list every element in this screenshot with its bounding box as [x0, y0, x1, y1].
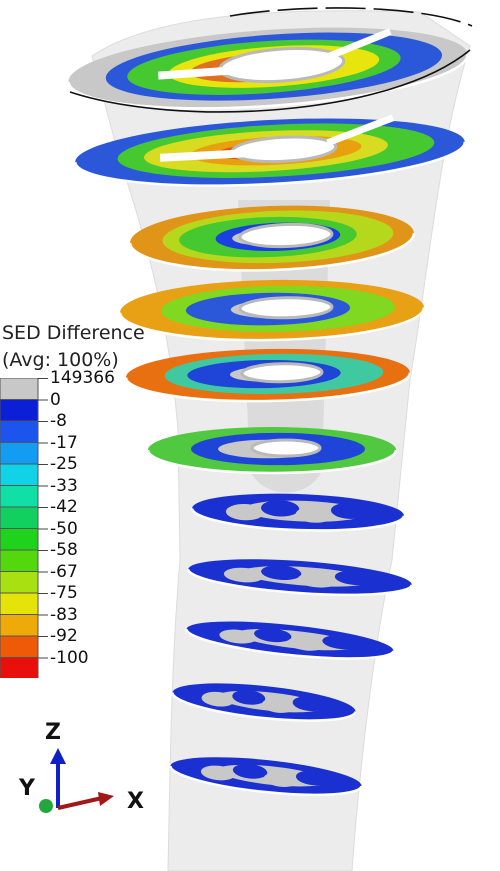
slice-rim: [74, 141, 466, 187]
legend-swatch: [0, 442, 39, 465]
keel-slot: [326, 114, 395, 147]
legend-swatch: [0, 399, 39, 422]
legend-value: 0: [50, 389, 61, 410]
tray-outline: [229, 7, 473, 27]
stem-cut: [240, 362, 324, 384]
contour-patch: [201, 691, 235, 707]
legend-subtitle: (Avg: 100%): [2, 349, 119, 371]
slice-rim: [171, 692, 357, 722]
keel-slot: [159, 149, 251, 162]
legend-swatch: [0, 592, 39, 615]
stem-cut: [238, 222, 334, 249]
legend-swatch: [0, 549, 39, 572]
slice-rim: [146, 449, 398, 475]
contour-patch: [334, 570, 376, 586]
contour-patch: [295, 770, 331, 786]
legend-value: -8: [50, 411, 67, 431]
legend-value: -75: [50, 583, 78, 603]
axis-x-label: X: [127, 789, 144, 814]
legend-swatch: [0, 506, 39, 529]
axis-y-label: Y: [19, 776, 35, 801]
legend-value: -67: [50, 561, 78, 582]
stem-cut: [250, 438, 322, 458]
legend-swatch: [0, 463, 39, 486]
legend-swatch: [0, 420, 39, 443]
slice-9: [185, 621, 395, 660]
slice-rim: [190, 508, 406, 532]
axis-x-arrowhead: [98, 792, 114, 806]
contour-patch: [232, 763, 268, 779]
contour-patch: [295, 506, 334, 523]
legend-swatch: [0, 571, 39, 594]
legend-swatch: [0, 485, 39, 508]
contour-patch: [263, 772, 299, 787]
contour-patch: [232, 690, 266, 705]
slice-10: [171, 683, 357, 722]
legend-value: -83: [50, 604, 78, 625]
contour-patch: [225, 504, 265, 521]
legend-swatch: [0, 528, 39, 551]
legend-title: SED Difference: [2, 322, 145, 344]
legend-colorbar: [0, 378, 48, 678]
contour-patch: [200, 765, 236, 781]
legend-value: -92: [50, 626, 78, 646]
triad-arrows: [39, 748, 114, 813]
contour-patch: [322, 635, 360, 650]
legend-value: -42: [50, 497, 78, 517]
legend-value: 149366: [50, 368, 115, 388]
legend-value: -25: [50, 454, 78, 474]
stem-cut: [238, 296, 334, 320]
slice-rim: [118, 307, 426, 342]
legend-value: -33: [50, 475, 78, 496]
contour-patch: [261, 500, 300, 517]
legend-value: -58: [50, 540, 78, 560]
contour-patch: [219, 629, 257, 644]
slice-4: [118, 279, 426, 342]
slice-rim: [169, 765, 363, 797]
slice-3: [128, 205, 416, 272]
contour-patch: [287, 636, 325, 651]
contour-patch: [292, 696, 326, 712]
contour-patch: [330, 502, 370, 519]
contour-patch: [297, 572, 338, 588]
slice-11: [169, 757, 363, 797]
keel-slot: [324, 28, 392, 62]
legend-swatch: [0, 657, 39, 678]
slice-6: [146, 427, 398, 475]
tray-outline: [69, 49, 471, 113]
slice-8: [187, 559, 413, 597]
axis-z-label: Z: [45, 720, 61, 745]
slice-rim: [185, 628, 395, 660]
slice-rim: [128, 232, 416, 272]
contour-patch: [261, 698, 295, 713]
axis-x-arrow: [57, 796, 103, 810]
legend-value: -17: [50, 432, 78, 453]
contour-patch: [223, 567, 265, 583]
legend-swatch: [0, 635, 39, 658]
contour-patch: [254, 628, 292, 643]
slice-7: [190, 493, 406, 532]
keel-slot: [157, 65, 249, 80]
slice-1: [67, 27, 469, 110]
implant-stem: [238, 200, 330, 493]
legend-value: -100: [50, 647, 89, 668]
slice-5: [124, 348, 412, 403]
axis-y-marker: [39, 799, 53, 813]
slice-rim: [124, 372, 412, 403]
slice-2: [74, 114, 466, 187]
contour-patch: [261, 565, 302, 580]
legend-swatch: [0, 378, 39, 400]
legend-swatch: [0, 614, 39, 637]
slice-rim: [187, 568, 413, 597]
legend-value: -50: [50, 518, 78, 539]
axis-z-arrowhead: [50, 748, 66, 764]
